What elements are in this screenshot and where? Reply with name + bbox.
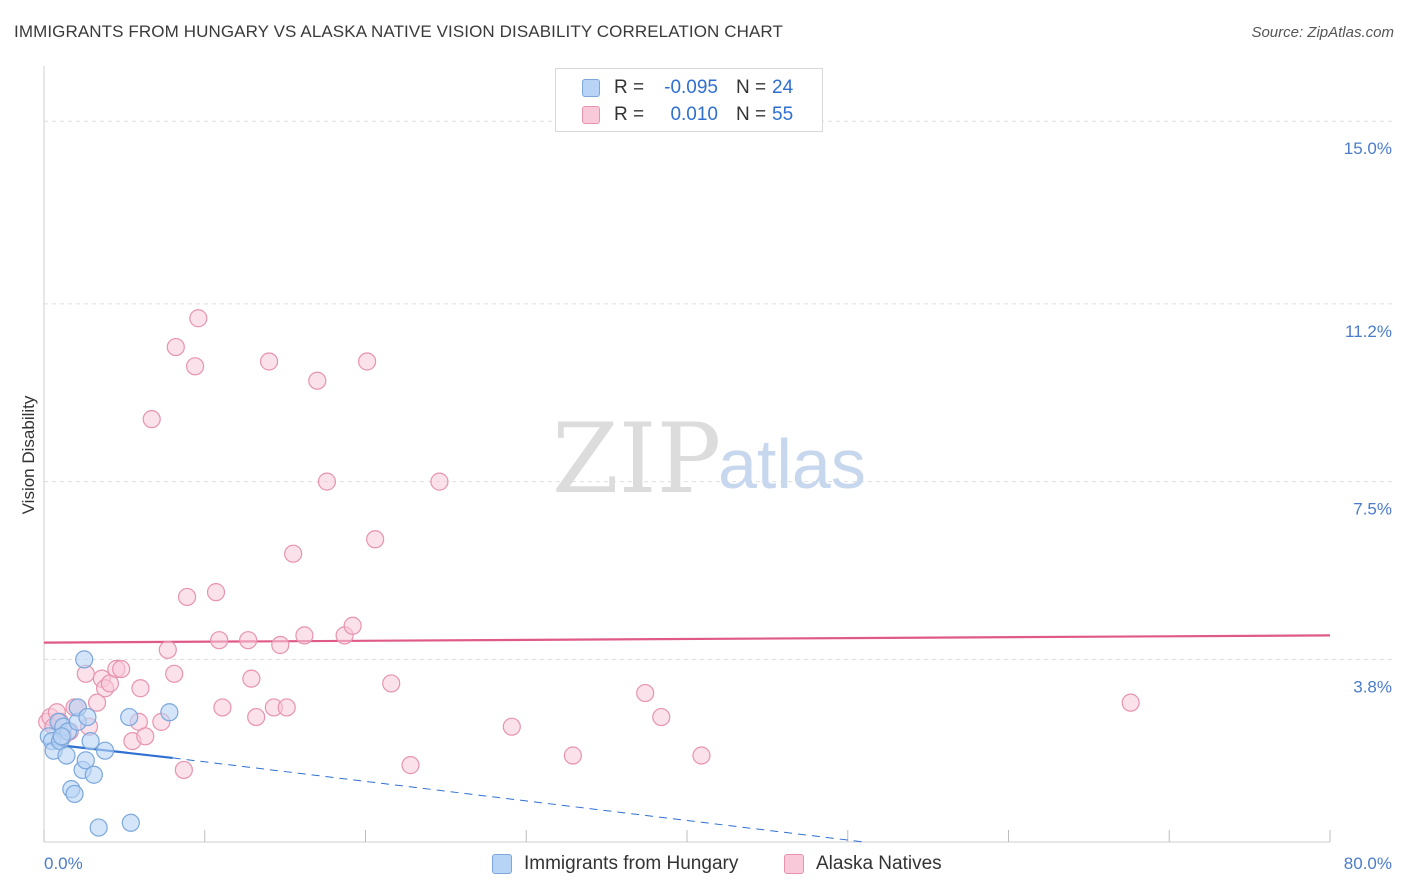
source-label: Source: ZipAtlas.com (1251, 24, 1394, 41)
y-tick-label: 11.2% (1345, 322, 1392, 341)
tick-labels: 3.8% 7.5% 11.2% 15.0% 0.0% 80.0% (44, 139, 1392, 873)
data-point-hungary (65, 784, 84, 804)
data-point-alaska (166, 337, 185, 357)
data-point-alaska (271, 635, 290, 655)
bottom-legend-label-hungary: Immigrants from Hungary (524, 853, 739, 874)
data-point-alaska (277, 698, 296, 717)
watermark-atlas: atlas (718, 425, 866, 503)
correlation-legend: R = -0.095 N = 24 R = 0.010 N = 55 (555, 68, 823, 132)
bottom-legend-swatch-alaska (784, 854, 804, 874)
data-point-alaska (242, 669, 261, 688)
x-tick-label: 80.0% (1344, 854, 1392, 873)
data-point-alaska (295, 626, 314, 645)
data-point-alaska (502, 717, 521, 736)
data-point-alaska (366, 530, 385, 549)
legend-swatch-hungary (582, 79, 600, 97)
data-points (38, 309, 1140, 837)
data-point-alaska (430, 472, 449, 491)
trend-line-hungary-extended (172, 757, 864, 843)
data-point-alaska (136, 727, 155, 746)
data-point-alaska (247, 707, 266, 727)
data-point-alaska (259, 352, 279, 371)
data-point-alaska (358, 352, 377, 371)
data-point-alaska (308, 371, 327, 390)
data-point-hungary (95, 741, 115, 760)
data-point-alaska (343, 616, 362, 635)
data-point-alaska (189, 309, 208, 328)
legend-r-label: R = (614, 104, 645, 125)
data-point-alaska (206, 583, 226, 602)
bottom-legend-label-alaska: Alaska Natives (816, 853, 942, 874)
data-point-alaska (112, 659, 131, 679)
data-point-alaska (142, 410, 161, 429)
data-point-hungary (76, 751, 95, 770)
data-point-alaska (652, 707, 671, 727)
y-tick-label: 7.5% (1353, 500, 1392, 519)
data-point-alaska (177, 587, 197, 607)
data-point-alaska (239, 631, 258, 650)
data-point-alaska (158, 640, 177, 659)
watermark-zip: ZIP (552, 403, 721, 515)
data-point-hungary (84, 765, 103, 784)
legend-n-value: 24 (772, 77, 794, 98)
y-axis-label: Vision Disability (19, 395, 38, 514)
legend-r-label: R = (614, 77, 645, 98)
data-point-hungary (78, 707, 97, 727)
data-point-alaska (165, 664, 184, 683)
data-point-alaska (186, 357, 205, 376)
trend-lines (43, 634, 1331, 843)
legend-r-value: 0.010 (670, 104, 718, 125)
data-point-alaska (317, 472, 337, 491)
data-point-alaska (401, 756, 420, 775)
legend-n-label: N = (736, 77, 767, 98)
bottom-legend-swatch-hungary (492, 854, 512, 874)
y-tick-label: 3.8% (1353, 677, 1392, 696)
data-point-alaska (210, 631, 229, 650)
data-point-hungary (52, 727, 71, 746)
legend-swatch-alaska (582, 106, 600, 124)
data-point-hungary (57, 746, 76, 765)
data-point-hungary (89, 818, 108, 837)
trend-line-alaska (43, 634, 1331, 644)
legend-n-label: N = (736, 104, 767, 125)
legend-n-value: 55 (772, 104, 794, 125)
data-point-hungary (121, 813, 140, 832)
watermark: ZIP atlas (552, 403, 866, 515)
data-point-hungary (120, 707, 139, 727)
legend-r-value: -0.095 (664, 77, 718, 98)
data-point-hungary (81, 731, 100, 751)
data-point-alaska (131, 679, 150, 698)
data-point-alaska (1121, 693, 1140, 712)
data-point-alaska (382, 674, 401, 693)
data-point-alaska (213, 698, 232, 717)
x-tick-label: 0.0% (44, 854, 83, 873)
data-point-hungary (160, 703, 179, 722)
data-point-alaska (563, 746, 582, 765)
data-point-alaska (174, 760, 193, 780)
chart-title: IMMIGRANTS FROM HUNGARY VS ALASKA NATIVE… (14, 22, 783, 41)
data-point-alaska (87, 693, 107, 712)
y-tick-label: 15.0% (1344, 139, 1392, 158)
data-point-alaska (636, 683, 655, 703)
data-point-alaska (284, 544, 303, 563)
grid-layer (44, 120, 1392, 660)
data-point-hungary (75, 650, 94, 669)
data-point-alaska (692, 746, 711, 765)
